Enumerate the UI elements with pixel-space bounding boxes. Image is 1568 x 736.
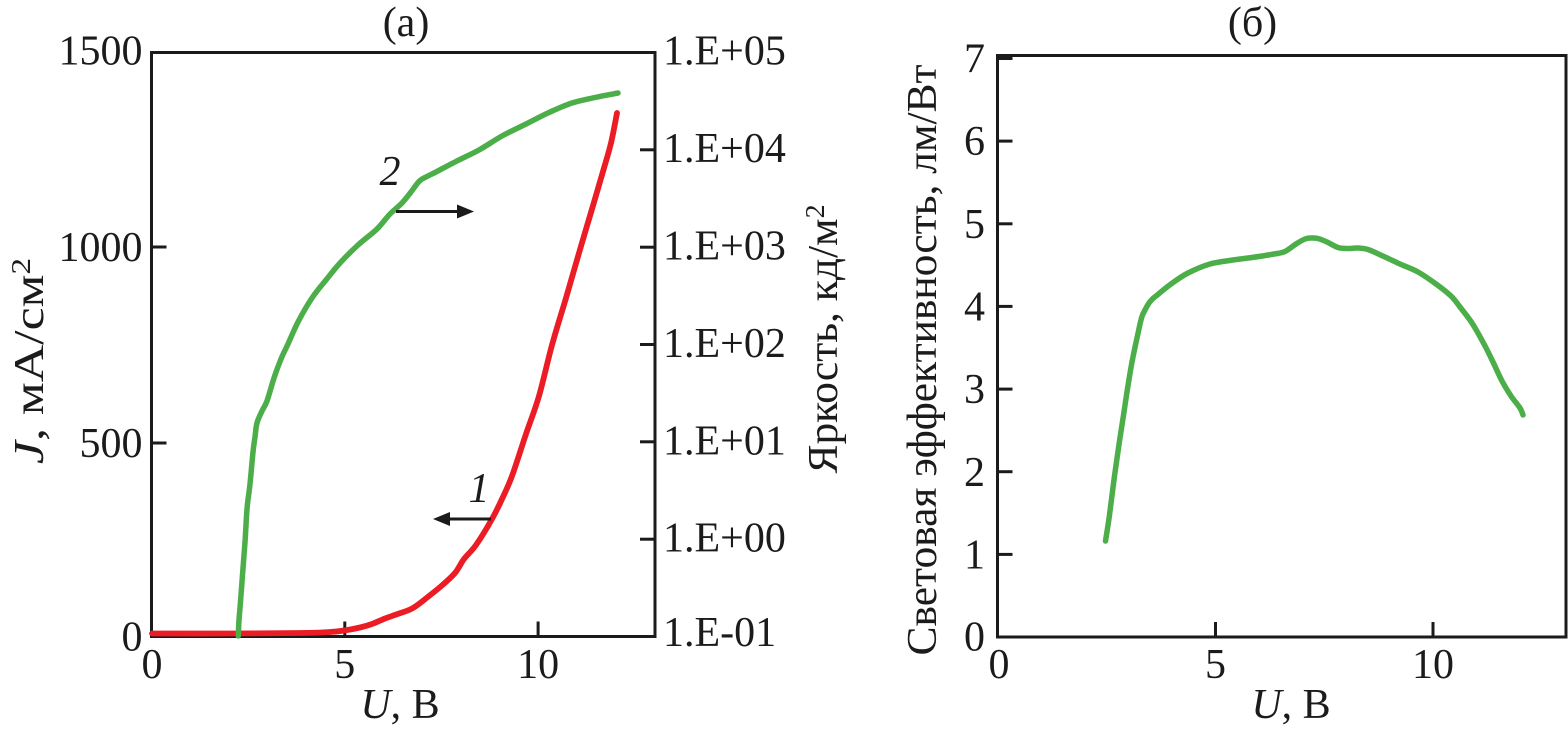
svg-text:1.E-01: 1.E-01 bbox=[663, 610, 776, 656]
svg-text:0: 0 bbox=[122, 615, 143, 661]
svg-text:1: 1 bbox=[964, 532, 985, 578]
svg-text:J, мА/см2: J, мА/см2 bbox=[6, 258, 53, 464]
svg-text:500: 500 bbox=[80, 421, 143, 467]
svg-text:2: 2 bbox=[964, 450, 985, 496]
svg-text:10: 10 bbox=[517, 642, 559, 688]
svg-text:0: 0 bbox=[989, 642, 1010, 688]
svg-text:1000: 1000 bbox=[59, 225, 143, 271]
svg-text:10: 10 bbox=[1412, 642, 1454, 688]
svg-text:(a): (a) bbox=[383, 0, 430, 46]
svg-text:1.E+01: 1.E+01 bbox=[663, 419, 786, 465]
svg-text:U, В: U, В bbox=[360, 682, 439, 728]
svg-text:1.E+04: 1.E+04 bbox=[663, 126, 786, 172]
svg-text:7: 7 bbox=[964, 37, 985, 83]
svg-text:2: 2 bbox=[380, 149, 401, 195]
svg-text:4: 4 bbox=[964, 284, 985, 330]
svg-text:6: 6 bbox=[964, 119, 985, 165]
svg-text:1.E+00: 1.E+00 bbox=[663, 516, 786, 562]
svg-text:Яркость, кд/м2: Яркость, кд/м2 bbox=[800, 204, 846, 473]
svg-text:5: 5 bbox=[964, 202, 985, 248]
svg-text:0: 0 bbox=[142, 642, 163, 688]
svg-text:3: 3 bbox=[964, 367, 985, 413]
svg-text:5: 5 bbox=[1205, 642, 1226, 688]
svg-text:1.E+02: 1.E+02 bbox=[663, 321, 786, 367]
svg-text:1: 1 bbox=[469, 466, 490, 512]
svg-text:5: 5 bbox=[334, 642, 355, 688]
svg-text:Световая эффективность, лм/Вт: Световая эффективность, лм/Вт bbox=[900, 64, 946, 655]
svg-text:1.E+05: 1.E+05 bbox=[663, 29, 786, 75]
svg-text:(б): (б) bbox=[1228, 0, 1277, 46]
svg-text:U, В: U, В bbox=[1251, 682, 1330, 728]
svg-text:1500: 1500 bbox=[59, 29, 143, 75]
svg-text:0: 0 bbox=[964, 615, 985, 661]
svg-text:1.E+03: 1.E+03 bbox=[663, 224, 786, 270]
